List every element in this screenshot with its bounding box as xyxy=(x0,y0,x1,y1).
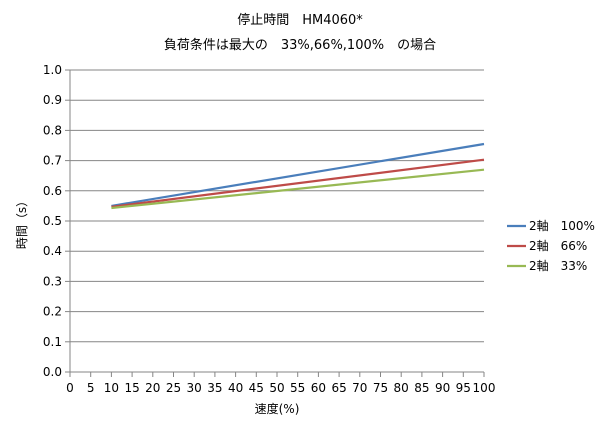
axis-layer xyxy=(65,69,485,377)
series-line xyxy=(111,158,485,208)
x-tick-label: 65 xyxy=(331,381,346,395)
x-tick-label: 95 xyxy=(456,381,471,395)
x-tick-label: 80 xyxy=(394,381,409,395)
y-tick-label: 0.3 xyxy=(43,274,62,288)
x-tick-label: 45 xyxy=(249,381,264,395)
y-axis-label: 時間（s） xyxy=(15,195,29,249)
x-tick-label: 0 xyxy=(66,381,74,395)
series-line xyxy=(111,142,485,207)
y-tick-label: 0.4 xyxy=(43,244,62,258)
y-tick-label: 0.8 xyxy=(43,123,62,137)
x-axis-label: 速度(%) xyxy=(255,401,300,416)
legend-label: 2軸 66% xyxy=(529,239,587,253)
y-tick-label: 0.5 xyxy=(43,214,62,228)
x-tick-label: 40 xyxy=(228,381,243,395)
x-tick-label: 100 xyxy=(473,381,496,395)
chart-title: 停止時間 HM4060* xyxy=(237,12,363,28)
chart-subtitle: 負荷条件は最大の 33%,66%,100% の場合 xyxy=(164,37,436,53)
y-tick-label: 0.0 xyxy=(43,365,62,379)
y-tick-label: 0.9 xyxy=(43,93,62,107)
y-tick-label: 0.2 xyxy=(43,305,62,319)
x-tick-label: 90 xyxy=(435,381,450,395)
x-tick-label: 25 xyxy=(166,381,181,395)
y-tick-label: 1.0 xyxy=(43,63,62,77)
x-tick-label: 50 xyxy=(269,381,284,395)
x-tick-label: 55 xyxy=(290,381,305,395)
legend-label: 2軸 33% xyxy=(529,259,587,273)
x-tick-label: 75 xyxy=(373,381,388,395)
x-tick-label: 15 xyxy=(124,381,139,395)
y-tick-label: 0.1 xyxy=(43,335,62,349)
series-line xyxy=(111,168,485,210)
legend-label: 2軸 100% xyxy=(529,219,595,233)
x-tick-label: 20 xyxy=(145,381,160,395)
x-tick-label: 60 xyxy=(311,381,326,395)
series-layer xyxy=(111,142,485,210)
y-tick-label: 0.6 xyxy=(43,184,62,198)
x-tick-label: 30 xyxy=(187,381,202,395)
tick-layer: 0.0 0.1 0.2 0.3 0.4 0.5 0.6 0.7 0.8 0.9 1.0 0 5 10 15 2… xyxy=(43,63,496,395)
x-tick-label: 85 xyxy=(414,381,429,395)
y-tick-label: 0.7 xyxy=(43,154,62,168)
x-tick-label: 5 xyxy=(87,381,95,395)
x-tick-label: 70 xyxy=(352,381,367,395)
legend: 2軸 100% 2軸 66% 2軸 33% xyxy=(507,219,595,273)
x-tick-label: 10 xyxy=(104,381,119,395)
x-tick-label: 35 xyxy=(207,381,222,395)
